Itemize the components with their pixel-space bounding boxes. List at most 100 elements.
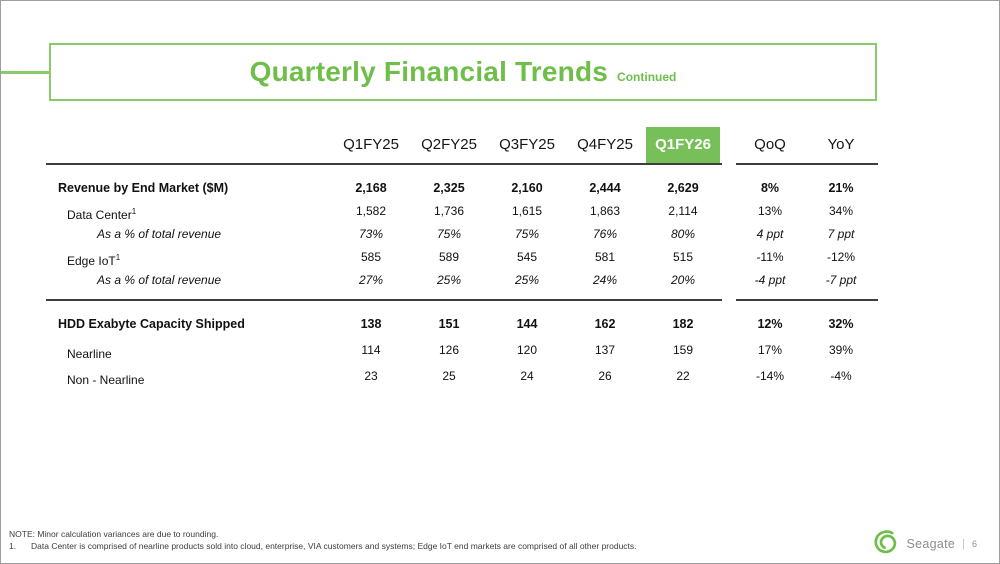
cell-value: 75% xyxy=(514,227,540,241)
table-row: Edge IoT1 585 589 545 581 515 -11% -12% xyxy=(46,246,878,269)
cell-value: 144 xyxy=(516,317,538,331)
cell-value: 25 xyxy=(442,369,456,383)
cell-value: 32% xyxy=(828,317,854,331)
cell-value: 76% xyxy=(592,227,618,241)
cell-value: 1,582 xyxy=(355,204,387,218)
cell-value: 39% xyxy=(828,343,854,357)
footnote-1: 1. Data Center is comprised of nearline … xyxy=(9,540,637,552)
cell-value: 126 xyxy=(438,343,460,357)
cell-value: 589 xyxy=(438,250,460,264)
cell-value: 27% xyxy=(358,273,384,287)
cell-value: 13% xyxy=(757,204,783,218)
cell-value: 2,168 xyxy=(355,181,387,195)
cell-value: 1,736 xyxy=(433,204,465,218)
title-box: Quarterly Financial Trends Continued xyxy=(49,43,877,101)
table-row: As a % of total revenue 73% 75% 75% 76% 80% 4 … xyxy=(46,223,878,246)
table-rule-gap xyxy=(722,299,736,301)
cell-value: 80% xyxy=(670,227,696,241)
row-label: Revenue by End Market ($M) xyxy=(58,181,229,195)
table-row: HDD Exabyte Capacity Shipped 138 151 144 162… xyxy=(46,311,878,337)
row-gap xyxy=(722,337,736,363)
cell-value: 12% xyxy=(757,317,783,331)
table-section-1: HDD Exabyte Capacity Shipped 138 151 144 162… xyxy=(46,301,878,393)
cell-value: 7 ppt xyxy=(827,227,855,241)
column-header-q3fy25: Q3FY25 xyxy=(499,136,555,153)
cell-value: 159 xyxy=(672,343,694,357)
footnote-text: Data Center is comprised of nearline pro… xyxy=(31,541,637,552)
cell-value: 1,863 xyxy=(589,204,621,218)
page-title: Quarterly Financial Trends xyxy=(249,56,609,87)
brand-name: Seagate xyxy=(906,537,956,551)
cell-value: -4 ppt xyxy=(754,273,786,287)
table-row: Data Center1 1,582 1,736 1,615 1,863 2,114 13%… xyxy=(46,200,878,223)
table-rule-left xyxy=(46,163,722,165)
row-label: Nearline xyxy=(67,347,112,361)
cell-value: 138 xyxy=(360,317,382,331)
table-row: Nearline 114 126 120 137 159 17% 39% xyxy=(46,337,878,363)
cell-value: 24% xyxy=(592,273,618,287)
row-gap xyxy=(722,177,736,200)
cell-value: 8% xyxy=(760,181,780,195)
cell-value: 2,444 xyxy=(589,181,621,195)
cell-value: 120 xyxy=(516,343,538,357)
row-gap xyxy=(722,311,736,337)
row-gap xyxy=(722,269,736,292)
title-accent-line xyxy=(1,71,50,74)
table-rule-left xyxy=(46,299,722,301)
cell-value: 585 xyxy=(360,250,382,264)
page-number: 6 xyxy=(971,539,977,549)
footnotes: NOTE: Minor calculation variances are du… xyxy=(9,528,637,553)
cell-value: 17% xyxy=(757,343,783,357)
cell-value: 162 xyxy=(594,317,616,331)
cell-value: -7 ppt xyxy=(825,273,857,287)
cell-value: 22 xyxy=(676,369,690,383)
footer-brand: Seagate | 6 xyxy=(873,530,977,558)
cell-value: 2,114 xyxy=(668,204,698,218)
cell-value: 545 xyxy=(516,250,538,264)
table-rule-gap xyxy=(722,163,736,165)
cell-value: 73% xyxy=(358,227,384,241)
cell-value: 23 xyxy=(364,369,378,383)
seagate-swirl-icon xyxy=(870,526,903,563)
table-row: Non - Nearline 23 25 24 26 22 -14% -4% xyxy=(46,363,878,389)
column-header-q1fy25: Q1FY25 xyxy=(343,136,399,153)
table-row: Revenue by End Market ($M) 2,168 2,325 2,16… xyxy=(46,177,878,200)
cell-value: -4% xyxy=(830,369,852,383)
cell-value: 1,615 xyxy=(511,204,543,218)
table-rule-right xyxy=(736,163,878,165)
row-label: Edge IoT1 xyxy=(67,253,121,268)
cell-value: 4 ppt xyxy=(756,227,784,241)
cell-value: 25% xyxy=(514,273,540,287)
header-gap xyxy=(722,127,736,163)
footnote-marker: 1 xyxy=(131,207,137,216)
cell-value: -12% xyxy=(826,250,855,264)
header-spacer xyxy=(46,127,332,163)
cell-value: 34% xyxy=(828,204,854,218)
column-header-qoq: QoQ xyxy=(754,136,786,153)
cell-value: 182 xyxy=(672,317,694,331)
rounding-note: NOTE: Minor calculation variances are du… xyxy=(9,529,219,539)
table-rule-right xyxy=(736,299,878,301)
cell-value: 20% xyxy=(670,273,696,287)
cell-value: 581 xyxy=(594,250,616,264)
cell-value: 2,629 xyxy=(667,181,699,195)
cell-value: 2,160 xyxy=(511,181,543,195)
cell-value: 137 xyxy=(594,343,616,357)
footnote-marker: 1 xyxy=(115,253,121,262)
cell-value: 24 xyxy=(520,369,534,383)
cell-value: -14% xyxy=(755,369,784,383)
cell-value: 151 xyxy=(438,317,460,331)
financial-table: Q1FY25 Q2FY25 Q3FY25 Q4FY25 Q1FY26 QoQ YoY Rev… xyxy=(46,127,878,393)
page-title-suffix: Continued xyxy=(617,70,677,84)
table-divider xyxy=(46,163,878,165)
row-label: Non - Nearline xyxy=(67,373,145,387)
cell-value: 2,325 xyxy=(433,181,465,195)
row-gap xyxy=(722,223,736,246)
cell-value: 21% xyxy=(828,181,854,195)
table-row: As a % of total revenue 27% 25% 25% 24% 20% -4… xyxy=(46,269,878,292)
cell-value: 114 xyxy=(361,343,381,357)
row-label: As a % of total revenue xyxy=(97,273,222,287)
cell-value: 515 xyxy=(672,250,694,264)
table-body: Revenue by End Market ($M) 2,168 2,325 2,16… xyxy=(46,163,878,393)
